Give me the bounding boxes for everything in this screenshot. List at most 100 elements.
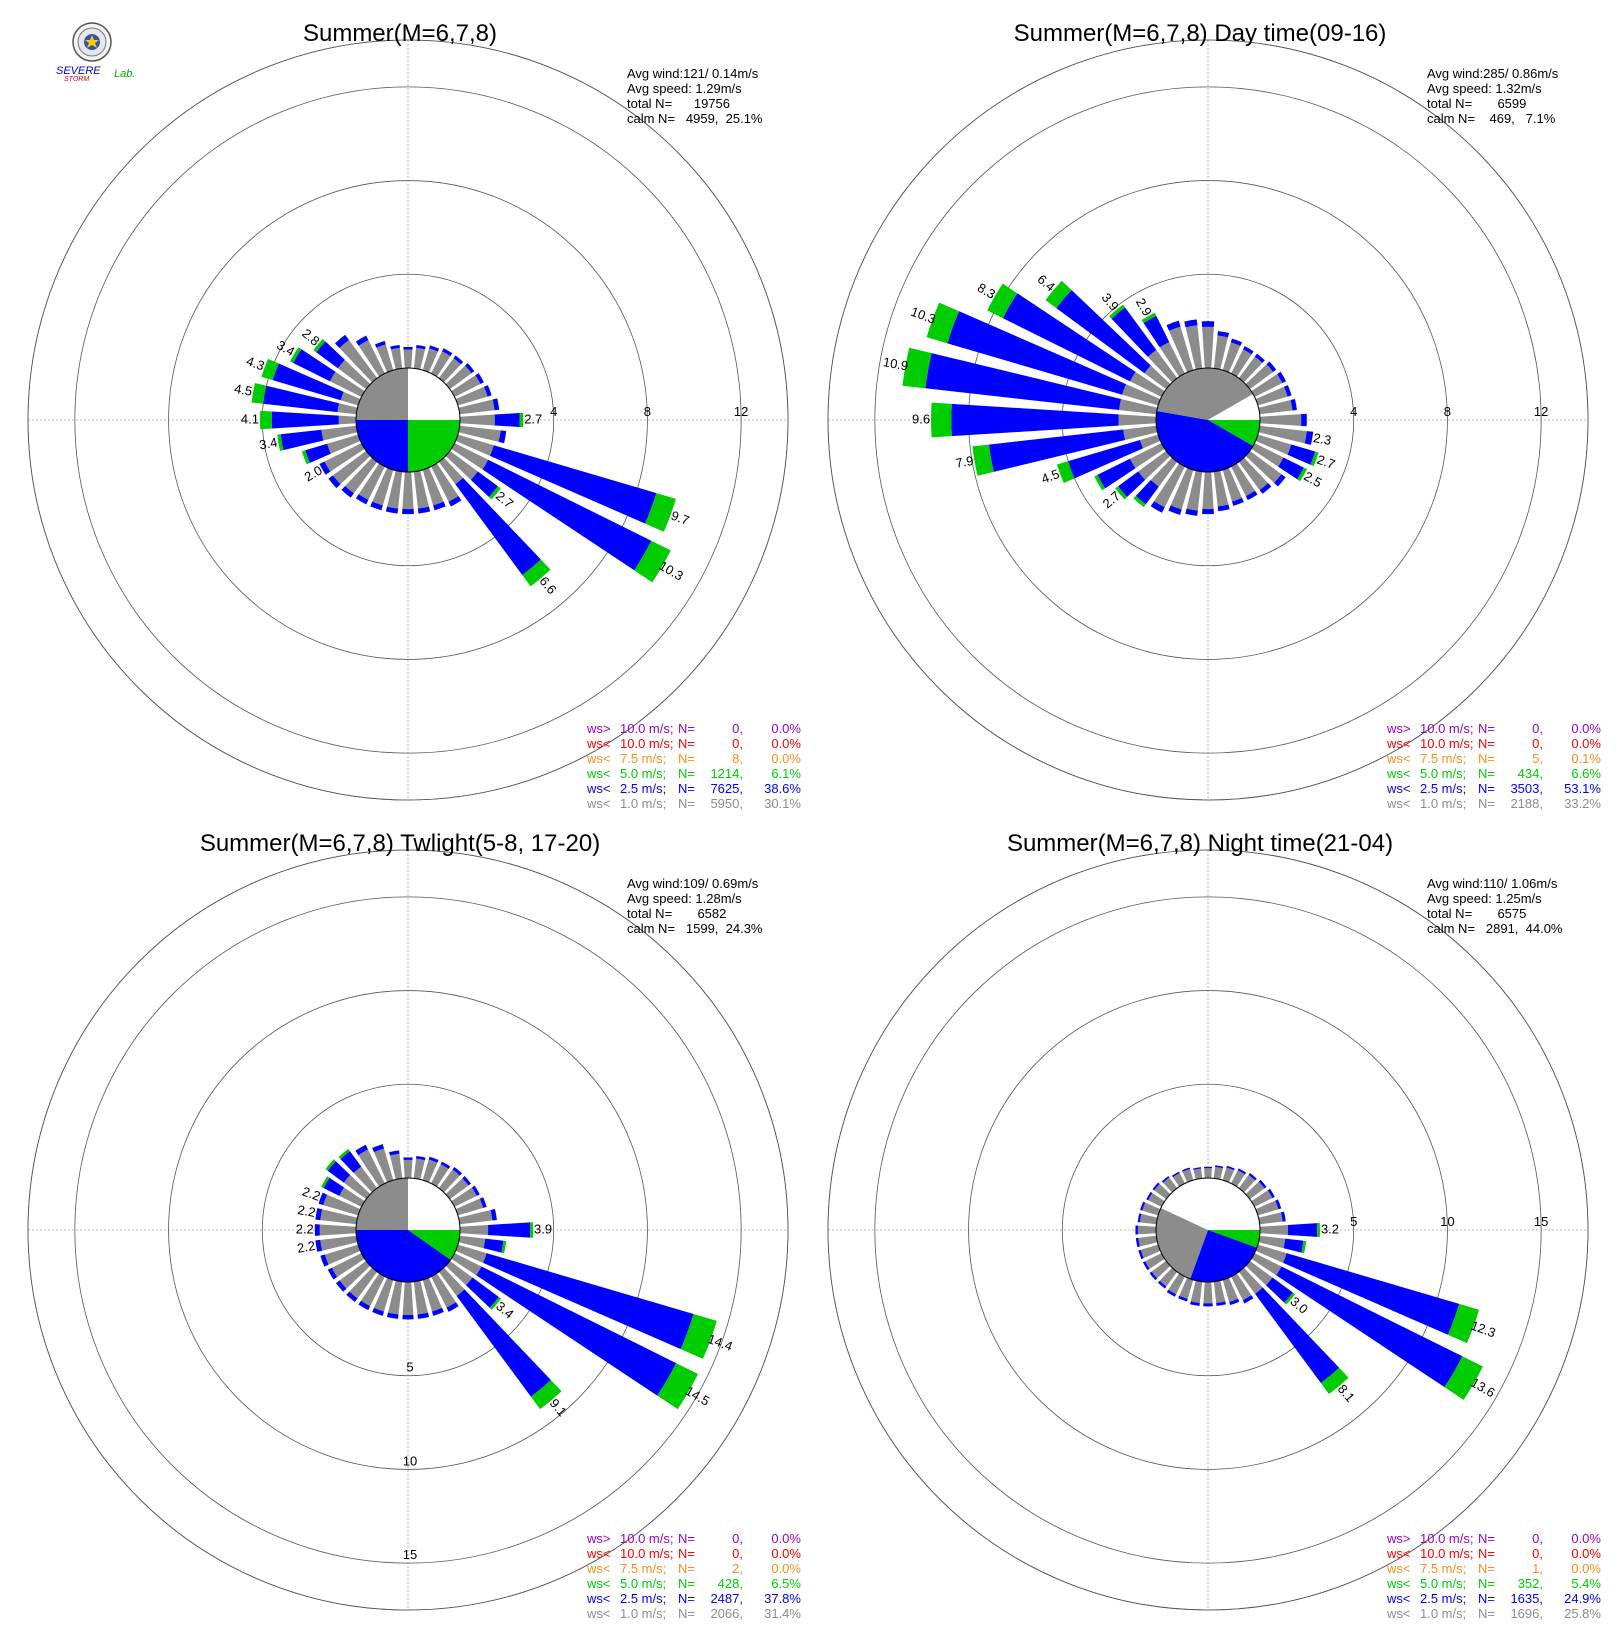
legend-prefix: ws< xyxy=(587,796,611,811)
wind-petal-segment xyxy=(1185,508,1198,516)
wind-petal-segment xyxy=(458,425,501,442)
wind-petal-segment xyxy=(451,1253,482,1276)
legend-count: 352, xyxy=(1517,1576,1543,1591)
wind-petal-segment xyxy=(1154,463,1185,508)
legend-percent: 6.1% xyxy=(771,766,801,781)
wind-petal-segment xyxy=(1190,1280,1203,1303)
wind-petal-segment xyxy=(1203,1303,1213,1307)
wind-petal-segment xyxy=(931,402,952,438)
total-n: total N= 6575 xyxy=(1427,906,1527,921)
legend-percent: 38.6% xyxy=(764,781,801,796)
wind-petal-segment xyxy=(1258,1235,1286,1249)
wind-petal-segment xyxy=(1238,356,1263,383)
wind-petal-segment xyxy=(1245,1260,1273,1286)
wind-petal-segment xyxy=(1169,326,1194,373)
legend-percent: 24.9% xyxy=(1564,1591,1601,1606)
legend-row: ws< 10.0 m/s; N= 0, 0.0% xyxy=(1387,1546,1601,1561)
calm-pie-slice xyxy=(1156,1208,1208,1279)
petal-value-label: 9.6 xyxy=(912,411,930,426)
avg-speed: Avg speed: 1.28m/s xyxy=(627,891,742,906)
wind-petal-segment xyxy=(1226,1165,1235,1171)
wind-petal-segment xyxy=(1109,304,1126,319)
legend-n-label: N= xyxy=(1478,1591,1495,1606)
wind-petal-segment xyxy=(1135,1237,1140,1248)
wind-petal-segment xyxy=(1186,470,1203,511)
petal-value-label: 2.7 xyxy=(1315,452,1337,472)
logo-text-lab: Lab. xyxy=(114,68,135,80)
wind-petal-segment xyxy=(1171,1171,1180,1178)
wind-petal-segment xyxy=(1139,434,1161,449)
legend-prefix: ws> xyxy=(587,1531,611,1546)
legend-threshold: 7.5 m/s; xyxy=(620,751,667,766)
wind-petal-segment xyxy=(355,1144,369,1156)
ring-scale-label: 12 xyxy=(734,404,748,419)
wind-petal-segment xyxy=(1245,1181,1265,1200)
legend-threshold: 5.0 m/s; xyxy=(620,766,667,781)
wind-petal-segment xyxy=(501,1240,507,1254)
wind-petal-segment xyxy=(1283,1238,1304,1253)
wind-petal-segment xyxy=(1275,1199,1282,1210)
petal-value-label: 3.9 xyxy=(534,1221,552,1236)
wind-petal-segment xyxy=(1276,1266,1463,1388)
wind-petal-segment xyxy=(372,1144,385,1153)
wind-petal-segment xyxy=(251,382,267,404)
legend-prefix: ws< xyxy=(587,1591,611,1606)
legend-threshold: 5.0 m/s; xyxy=(620,1576,667,1591)
wind-petal-segment xyxy=(987,283,1018,319)
calm-pie-slice xyxy=(1208,420,1260,446)
wind-petal-segment xyxy=(314,1224,320,1236)
wind-petal-segment xyxy=(1259,483,1272,494)
wind-petal-segment xyxy=(455,1198,484,1216)
wind-petal-segment xyxy=(1447,1303,1480,1344)
wind-petal-segment xyxy=(277,434,284,451)
calm-pie-slice xyxy=(408,368,460,420)
wind-petal-segment xyxy=(370,501,383,511)
wind-petal-segment xyxy=(1140,1201,1146,1211)
wind-petal-segment xyxy=(261,358,279,381)
wind-petal-segment xyxy=(263,385,340,413)
wind-petal-segment xyxy=(1231,349,1252,377)
wind-petal-segment xyxy=(327,434,361,454)
wind-petal-segment xyxy=(1141,312,1157,324)
legend-row: ws< 10.0 m/s; N= 0, 0.0% xyxy=(1387,736,1601,751)
wind-petal-segment xyxy=(926,302,960,344)
legend-count: 2066, xyxy=(710,1606,743,1621)
wind-petal-segment xyxy=(1258,1212,1283,1225)
wind-petal-segment xyxy=(1185,325,1203,370)
legend-n-label: N= xyxy=(678,1531,695,1546)
wind-petal-segment xyxy=(358,340,385,377)
wind-petal-segment xyxy=(321,425,358,441)
avg-wind: Avg wind:109/ 0.69m/s xyxy=(627,876,759,891)
wind-petal-segment xyxy=(438,1169,460,1193)
petal-value-label: 3.2 xyxy=(1321,1221,1339,1236)
legend-n-label: N= xyxy=(1478,796,1495,811)
wind-petal-segment xyxy=(313,338,326,353)
legend-n-label: N= xyxy=(678,1561,695,1576)
wind-petal-segment xyxy=(1258,1179,1267,1189)
legend-row: ws< 1.0 m/s; N= 2066, 31.4% xyxy=(587,1606,801,1621)
stats-block: Avg wind:121/ 0.14m/s Avg speed: 1.29m/s… xyxy=(627,66,763,126)
wind-petal-segment xyxy=(1231,463,1256,497)
wind-petal-segment xyxy=(341,486,354,498)
wind-petal-segment xyxy=(1255,434,1292,455)
wind-petal-segment xyxy=(1111,307,1157,357)
speed-legend: ws> 10.0 m/s; N= 0, 0.0% ws< 10.0 m/s; N= 0, 0.0%… xyxy=(587,721,801,811)
legend-threshold: 10.0 m/s; xyxy=(620,1531,674,1546)
legend-prefix: ws< xyxy=(587,751,611,766)
legend-prefix: ws> xyxy=(1387,1531,1411,1546)
legend-row: ws> 10.0 m/s; N= 0, 0.0% xyxy=(587,1531,801,1546)
wind-petal-segment xyxy=(402,471,414,510)
wind-petal-segment xyxy=(1231,1273,1252,1301)
wind-petal-segment xyxy=(416,1155,426,1161)
wind-petal-segment xyxy=(1231,497,1244,506)
wind-petal-segment xyxy=(1258,400,1293,415)
wind-petal-segment xyxy=(290,347,302,364)
wind-petal-segment xyxy=(1217,504,1230,512)
legend-threshold: 2.5 m/s; xyxy=(1420,781,1467,796)
wind-petal-segment xyxy=(422,1277,443,1312)
calm-circle xyxy=(355,367,461,473)
lab-logo: SEVERE STORM Lab. xyxy=(52,22,148,84)
wind-petal-segment xyxy=(1137,1225,1157,1235)
petal-value-label: 13.6 xyxy=(1468,1375,1497,1401)
wind-petal-segment xyxy=(1217,331,1230,338)
